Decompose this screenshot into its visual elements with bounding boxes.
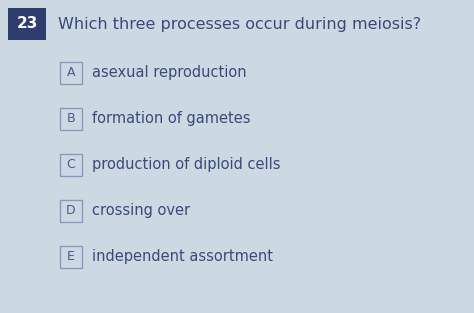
Text: formation of gametes: formation of gametes [92, 111, 250, 126]
Text: independent assortment: independent assortment [92, 249, 273, 264]
Bar [60, 154, 82, 176]
Text: B: B [67, 112, 75, 126]
Bar [60, 108, 82, 130]
Text: A: A [67, 66, 75, 80]
Text: asexual reproduction: asexual reproduction [92, 65, 246, 80]
Text: 23: 23 [16, 17, 38, 32]
Text: E: E [67, 250, 75, 264]
Bar [60, 246, 82, 268]
Text: C: C [67, 158, 75, 172]
Text: crossing over: crossing over [92, 203, 190, 218]
Text: Which three processes occur during meiosis?: Which three processes occur during meios… [58, 17, 421, 32]
Text: D: D [66, 204, 76, 218]
Text: production of diploid cells: production of diploid cells [92, 157, 281, 172]
Bar [60, 200, 82, 222]
Bar [8, 8, 46, 40]
Bar [60, 62, 82, 84]
